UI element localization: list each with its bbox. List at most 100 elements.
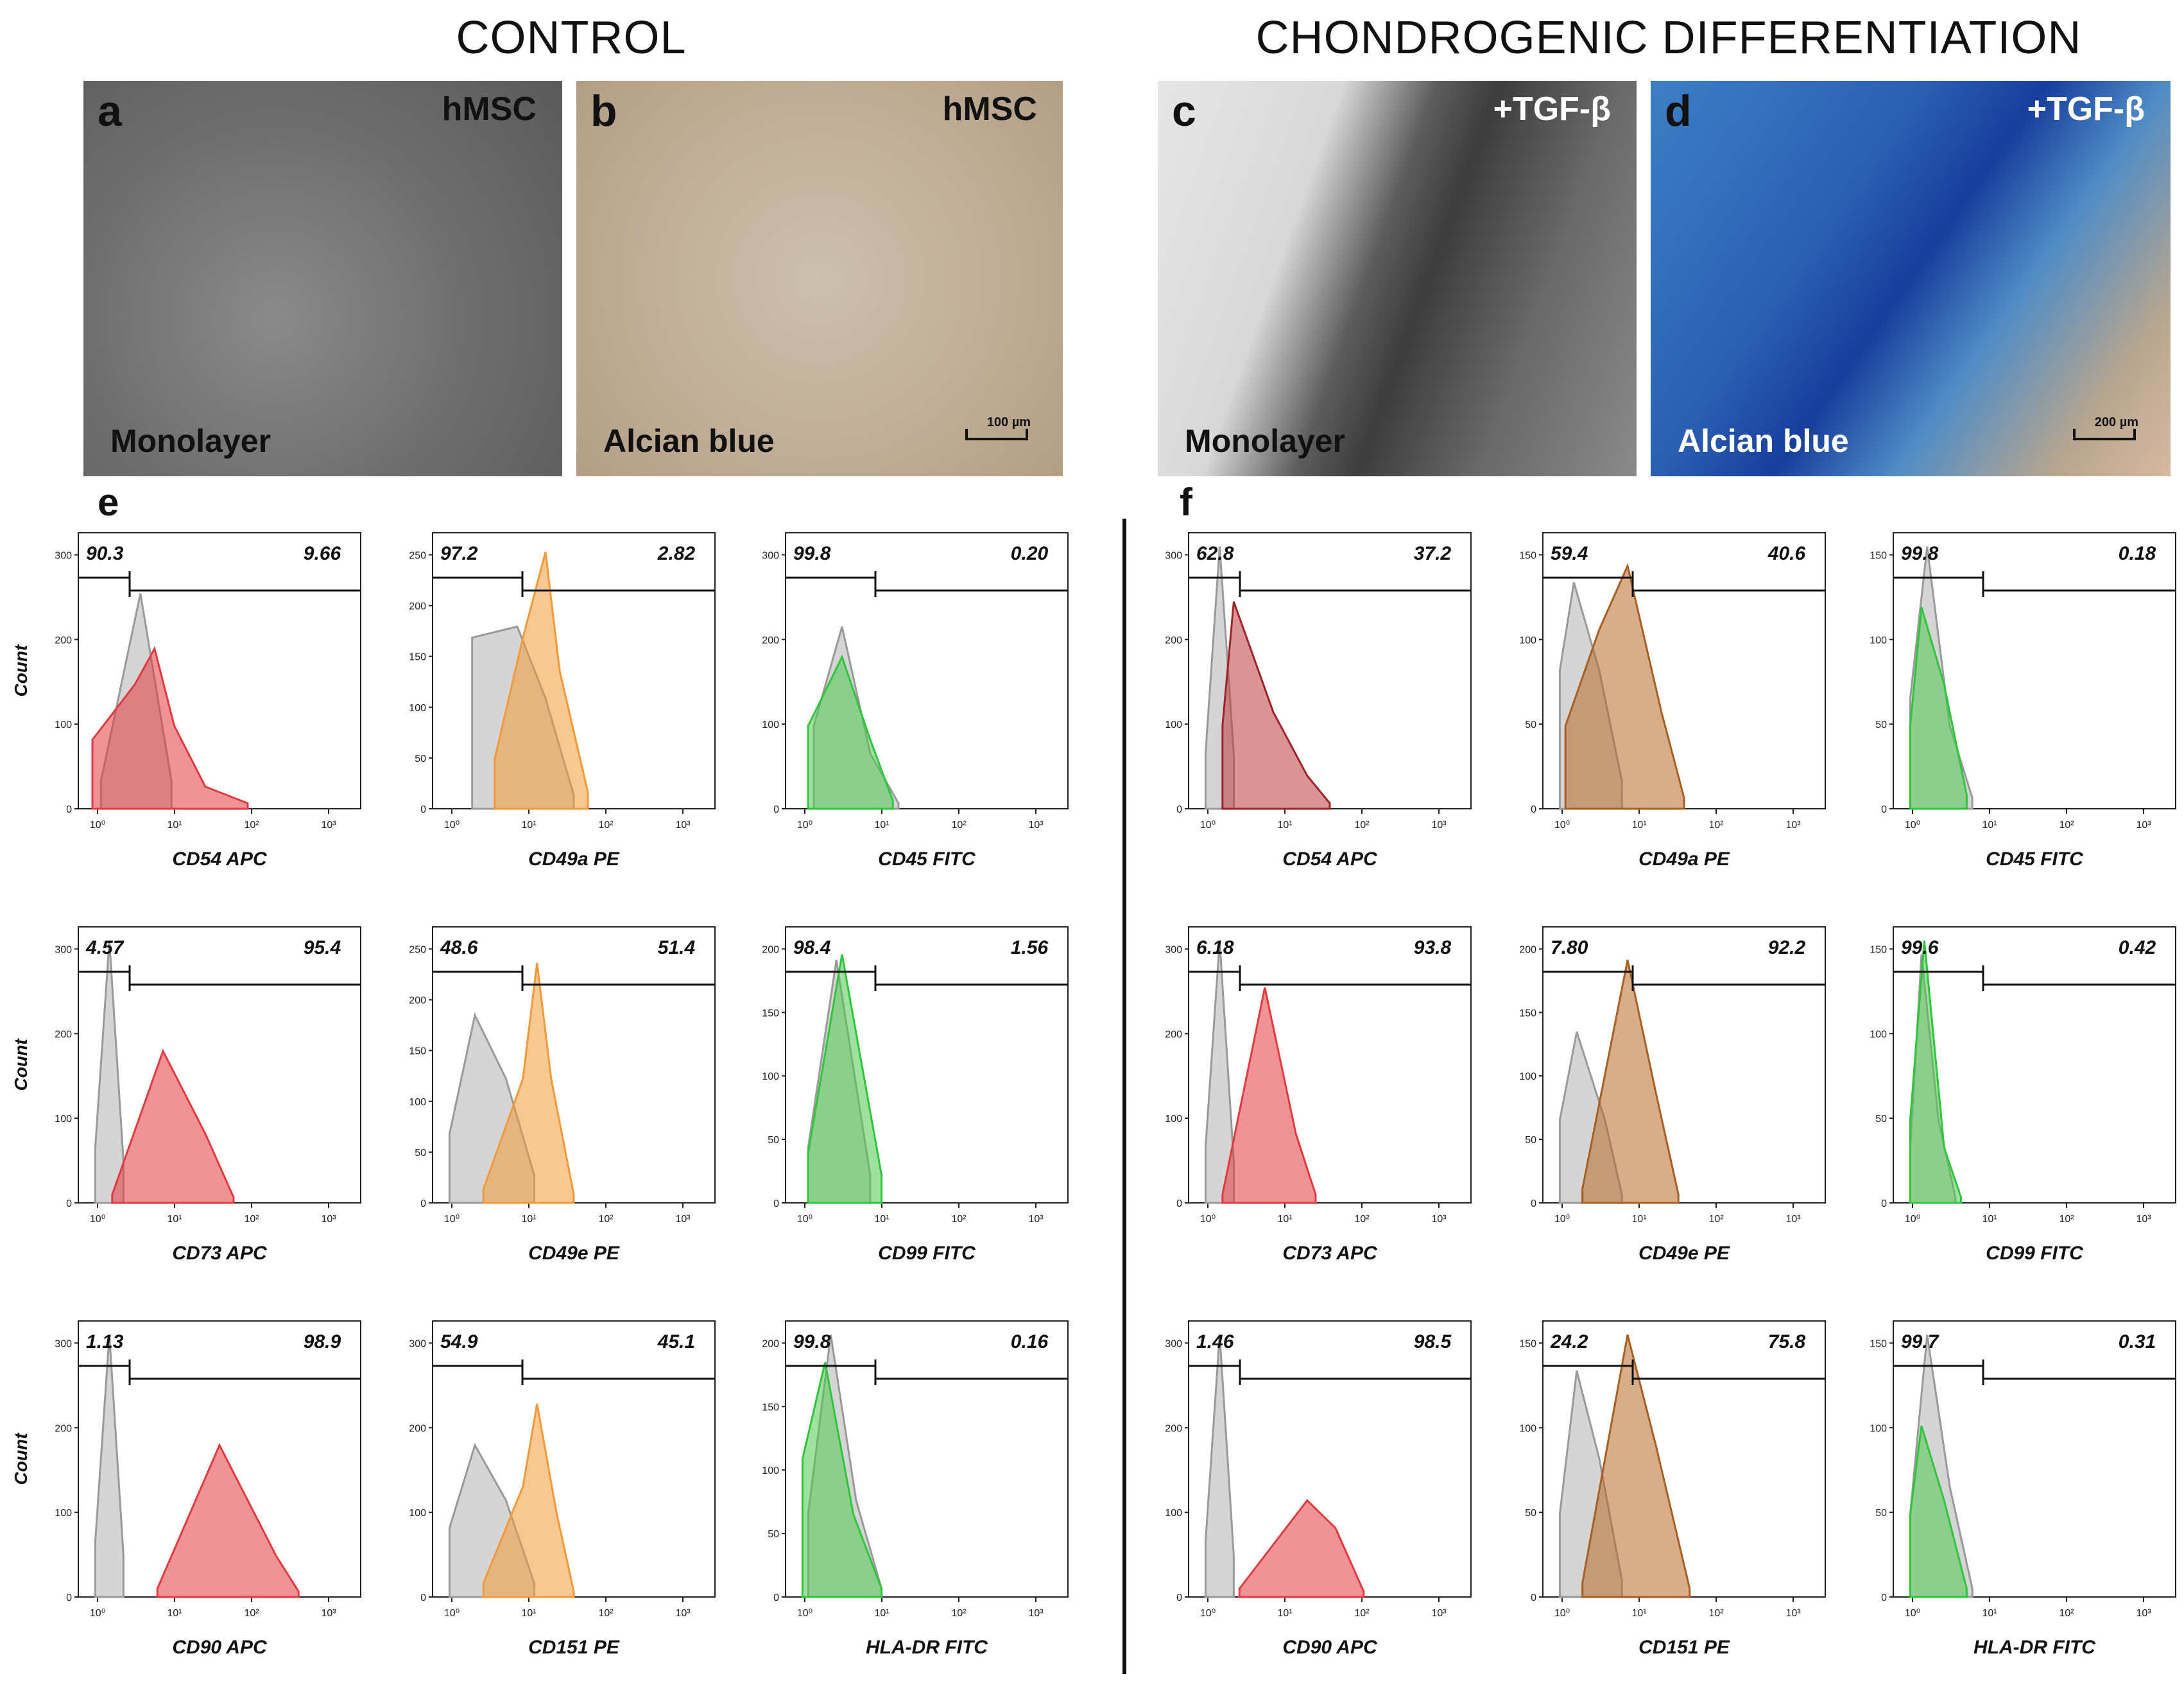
- y-tick-label: 300: [55, 944, 72, 955]
- gate-negative-value: 90.3: [86, 543, 124, 564]
- x-tick-label: 10³: [675, 820, 691, 831]
- x-tick-label: 10⁰: [1554, 1608, 1570, 1619]
- y-tick-label: 250: [409, 944, 426, 955]
- marker-label: CD90 APC: [172, 1637, 268, 1658]
- isotype-histogram: [448, 1442, 535, 1598]
- micrograph-b: b hMSC Alcian blue 100 µm: [576, 81, 1063, 476]
- x-tick-label: 10³: [1028, 820, 1044, 831]
- x-tick-label: 10³: [2136, 820, 2151, 831]
- x-tick-label: 10⁰: [444, 820, 460, 831]
- x-tick-label: 10³: [321, 1608, 336, 1619]
- y-tick-label: 300: [1165, 944, 1182, 955]
- histogram-cd90-apc: 0 100 200 300 10⁰ 10¹ 10² 10³ 1.46 98.5 CD90 APC: [1165, 1320, 1472, 1658]
- stained-histogram: [494, 551, 589, 810]
- histogram-hla-dr-fitc: 0 50 100 150 10⁰ 10¹ 10² 10³ 99.7 0.31 HLA-DR FITC: [1870, 1320, 2176, 1658]
- x-tick-label: 10⁰: [1905, 1608, 1920, 1619]
- x-tick-label: 10³: [1028, 1608, 1044, 1619]
- x-tick-label: 10¹: [874, 1214, 889, 1225]
- plot-frame: [1188, 926, 1472, 1204]
- x-tick-label: 10⁰: [797, 820, 813, 831]
- histogram-cd151-pe: 0 50 100 150 10⁰ 10¹ 10² 10³ 24.2 75.8 CD151 PE: [1519, 1320, 1826, 1658]
- isotype-histogram: [1558, 1031, 1623, 1204]
- x-tick-label: 10⁰: [444, 1214, 460, 1225]
- gate-positive-value: 98.5: [1414, 1331, 1452, 1352]
- x-tick-label: 10²: [2059, 1608, 2074, 1619]
- y-tick-label: 200: [1165, 635, 1182, 646]
- x-tick-label: 10³: [321, 820, 336, 831]
- x-tick-label: 10⁰: [90, 1608, 105, 1619]
- y-tick-label: 0: [1176, 1198, 1182, 1209]
- isotype-histogram: [1204, 546, 1235, 810]
- stained-histogram: [1581, 960, 1680, 1204]
- x-tick-label: 10³: [675, 1608, 691, 1619]
- plot-frame: [1188, 1320, 1472, 1598]
- x-tick-label: 10³: [2136, 1214, 2151, 1225]
- x-tick-label: 10³: [1785, 1214, 1801, 1225]
- marker-label: CD99 FITC: [878, 1243, 976, 1264]
- x-tick-label: 10⁰: [1905, 1214, 1920, 1225]
- y-tick-label: 50: [1875, 1508, 1887, 1519]
- scale-bar-label: 100 µm: [986, 415, 1031, 429]
- y-tick-label: 50: [415, 754, 426, 764]
- y-tick-label: 100: [1165, 1508, 1182, 1519]
- y-axis-label: Count: [11, 1038, 31, 1091]
- y-tick-label: 100: [55, 720, 72, 730]
- plot-frame: [78, 532, 361, 809]
- y-tick-label: 50: [1875, 720, 1887, 730]
- histogram-cd90-apc: 0 100 200 300 10⁰ 10¹ 10² 10³ 1.13 98.9 CD90 APC Co…: [11, 1320, 361, 1658]
- x-tick-label: 10²: [244, 1608, 259, 1619]
- y-tick-label: 50: [415, 1148, 426, 1159]
- stained-histogram: [1909, 607, 1968, 810]
- gate-positive-value: 92.2: [1768, 937, 1806, 958]
- x-tick-label: 10¹: [874, 1608, 889, 1619]
- gate-positive-value: 1.56: [1011, 937, 1049, 958]
- isotype-histogram: [471, 625, 575, 810]
- histogram-cd73-apc: 0 100 200 300 10⁰ 10¹ 10² 10³ 4.57 95.4 CD73 APC Co…: [11, 926, 361, 1264]
- x-tick-label: 10²: [244, 820, 259, 831]
- stained-histogram: [1221, 987, 1317, 1204]
- stained-histogram: [807, 654, 894, 810]
- y-tick-label: 100: [1165, 720, 1182, 730]
- histogram-cd49a-pe: 0 50 100 150 10⁰ 10¹ 10² 10³ 59.4 40.6 CD49a PE: [1519, 532, 1826, 870]
- y-tick-label: 200: [409, 601, 426, 612]
- micrograph-c: c +TGF-β Monolayer: [1158, 81, 1637, 476]
- x-tick-label: 10⁰: [1554, 820, 1570, 831]
- histogram-cd49e-pe: 0 50 100 150 200 250 10⁰ 10¹ 10² 10³ 48.6 51.4 CD49e…: [409, 926, 716, 1264]
- section-divider: [1122, 519, 1126, 1674]
- plot-frame: [78, 926, 361, 1204]
- x-tick-label: 10⁰: [1200, 1608, 1216, 1619]
- plot-frame: [78, 1320, 361, 1598]
- y-tick-label: 0: [773, 804, 779, 815]
- y-tick-label: 300: [55, 1338, 72, 1349]
- gate-negative-value: 98.4: [793, 937, 831, 958]
- x-tick-label: 10¹: [1277, 1608, 1292, 1619]
- micrograph-letter: b: [590, 87, 617, 135]
- stained-histogram: [1221, 601, 1331, 810]
- stained-histogram: [482, 962, 575, 1204]
- x-tick-label: 10⁰: [1905, 820, 1920, 831]
- micrograph-letter: d: [1665, 87, 1692, 135]
- y-tick-label: 150: [762, 1402, 779, 1413]
- y-tick-label: 100: [1870, 635, 1887, 646]
- y-tick-label: 150: [409, 652, 426, 663]
- marker-label: HLA-DR FITC: [866, 1637, 988, 1658]
- gate-positive-value: 0.42: [2119, 937, 2156, 958]
- y-tick-label: 0: [420, 804, 426, 815]
- gate-positive-value: 0.18: [2119, 543, 2156, 564]
- stained-histogram: [111, 1048, 235, 1204]
- x-tick-label: 10²: [1354, 1608, 1370, 1619]
- x-tick-label: 10¹: [1631, 1608, 1646, 1619]
- y-tick-label: 150: [409, 1046, 426, 1057]
- y-tick-label: 100: [1519, 1423, 1536, 1434]
- isotype-histogram: [807, 1334, 883, 1598]
- gate-positive-value: 40.6: [1767, 543, 1806, 564]
- y-tick-label: 200: [762, 635, 779, 646]
- y-tick-label: 0: [420, 1198, 426, 1209]
- y-tick-label: 0: [1531, 1592, 1536, 1603]
- stained-histogram: [1238, 1499, 1365, 1598]
- x-tick-label: 10³: [1431, 820, 1447, 831]
- gate-positive-value: 0.20: [1011, 543, 1049, 564]
- marker-label: CD73 APC: [172, 1243, 268, 1264]
- x-tick-label: 10³: [321, 1214, 336, 1225]
- gate-negative-value: 54.9: [440, 1331, 478, 1352]
